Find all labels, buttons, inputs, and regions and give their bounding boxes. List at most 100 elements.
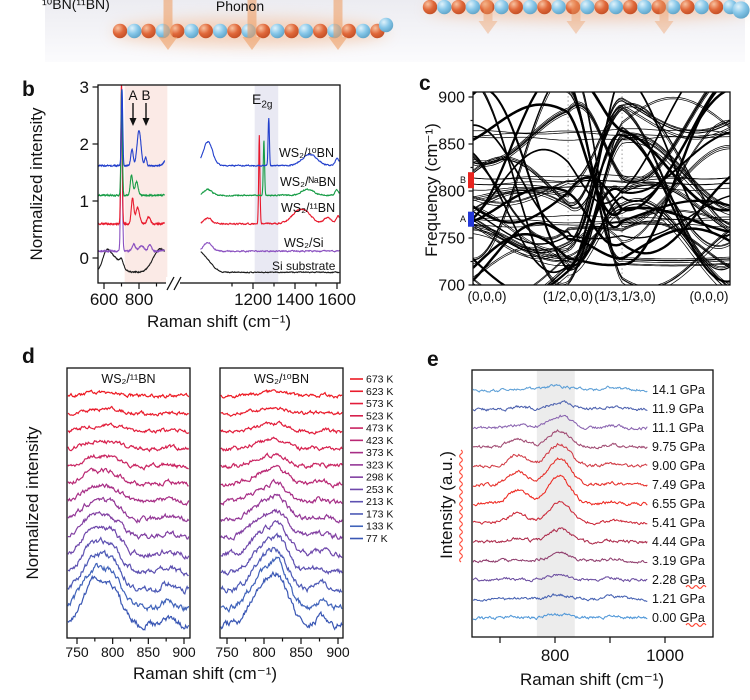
panel-c-phonon-dispersion: c Frequency (cm⁻¹) 700 750 800 850 900 (0,0,0… [419,72,731,304]
nitrogen-atom [378,17,394,33]
panel-b-xlabel: Raman shift (cm⁻¹) [147,312,291,331]
phonon-arrow-icon [242,0,262,50]
legend-label: 623 K [366,386,393,398]
series-label: WS₂/Si [284,236,324,250]
spectrum-line [472,414,648,431]
nitrogen-atom [665,0,681,15]
x-tick-label: 900 [172,644,196,660]
mode-marker-A [468,211,474,227]
spectrum-line [472,383,648,393]
x-tick-label: 900 [326,644,350,660]
legend-label: 213 K [366,496,393,508]
e2g-annotation: E2g [252,91,272,111]
pressure-label: 9.75 GPa [652,440,705,454]
panel-e-pressure-raman: e Intensity (a.u.) 800 1000 14.1 GPa 11.9 G… [427,348,714,689]
boron-atom [422,0,438,15]
pressure-label: 3.19 GPa [652,554,705,568]
pressure-label: 0.00 GPa [652,611,705,625]
boron-atom [141,23,156,39]
mode-marker-label: A [460,214,466,224]
boron-atom [651,0,666,15]
spellcheck-underline-icon [459,449,463,563]
x-tick-label: 800 [125,290,153,309]
legend-label: 173 K [366,508,393,520]
spectrum-line [200,242,340,253]
spectrum-line [220,519,343,559]
series-label: WS₂/ᴺᵃBN [280,175,336,189]
phonon-arrow-icon [566,0,586,34]
spectrum-line [200,251,340,274]
nitrogen-atom [298,23,314,39]
kpoint-label: (1/3,1/3,0) [594,289,656,304]
boron-atom [284,23,299,39]
mode-marker-B [468,172,474,189]
axis-break-icon [173,276,182,291]
y-tick-label: 700 [438,278,465,295]
phonon-schematic: ¹⁰BN(¹¹BN) Phonon [42,0,750,62]
boron-atom [708,0,724,15]
legend-label: 77 K [366,533,388,545]
panel-b-plot-frame [97,84,341,284]
boron-atom [623,0,638,15]
spectrum-line [220,436,343,452]
pressure-label: 7.49 GPa [652,478,705,492]
spectrum-line [98,91,166,254]
spectrum-line [200,117,340,168]
y-tick-label: 900 [438,90,465,107]
spectrum-line [472,500,648,526]
nitrogen-atom [437,0,452,15]
panel-e-ylabel: Intensity (a.u.) [437,451,456,559]
nitrogen-atom [551,0,566,15]
y-tick-label: 800 [438,184,465,201]
legend-label: 298 K [366,472,393,484]
spectrum-line [472,593,648,602]
panel-e-xlabel: Raman shift (cm⁻¹) [520,670,664,689]
boron-atom [451,0,466,15]
boron-atom [594,0,609,15]
phonon-label: Phonon [216,0,264,14]
axis-break-icon [166,276,175,291]
series-label: Si substrate [272,259,336,273]
series-label: WS₂/¹¹BN [281,201,335,215]
boron-atom [565,0,581,15]
boron-atom [508,0,523,15]
x-tick-label: 1400 [276,290,314,309]
legend-label: 673 K [366,374,393,386]
series-label: WS₂/¹⁰BN [279,146,334,160]
nitrogen-atom [694,0,709,15]
peak-b-arrowhead-icon [142,118,150,126]
nitrogen-atom [184,23,199,39]
peak-b-annotation: B [141,88,150,103]
spectrum-line [220,493,343,524]
spectrum-line [67,574,190,631]
kpoint-label: (1/2,0,0) [543,289,593,304]
spectrum-line [472,612,648,621]
nitrogen-atom [637,0,652,15]
spectrum-line [67,389,190,399]
boron-atom [170,23,185,39]
x-tick-label: 1600 [318,290,356,309]
spellcheck-underline-icon [685,623,707,627]
legend-label: 133 K [366,521,393,533]
pressure-label: 14.1 GPa [652,383,705,397]
spellcheck-underline-icon [685,585,707,589]
x-tick-label: 1200 [234,290,272,309]
spectrum-line [472,429,648,450]
pressure-label: 1.21 GPa [652,592,705,606]
spectrum-line [67,453,189,471]
boron-atom [227,23,242,39]
pressure-label: 5.41 GPa [652,516,705,530]
panel-d-xlabel: Raman shift (cm⁻¹) [133,664,277,683]
pressure-label: 6.55 GPa [652,497,705,511]
spectrum-line [220,508,343,541]
spectrum-line [220,556,343,614]
shaded-band [254,85,279,283]
phonon-arrow-icon [328,0,348,50]
legend-label: 323 K [366,459,393,471]
nitrogen-atom [465,0,481,15]
spectrum-line [67,467,189,488]
spectrum-line [67,405,190,417]
panel-c-ylabel: Frequency (cm⁻¹) [422,123,441,257]
legend-label: 423 K [366,435,393,447]
